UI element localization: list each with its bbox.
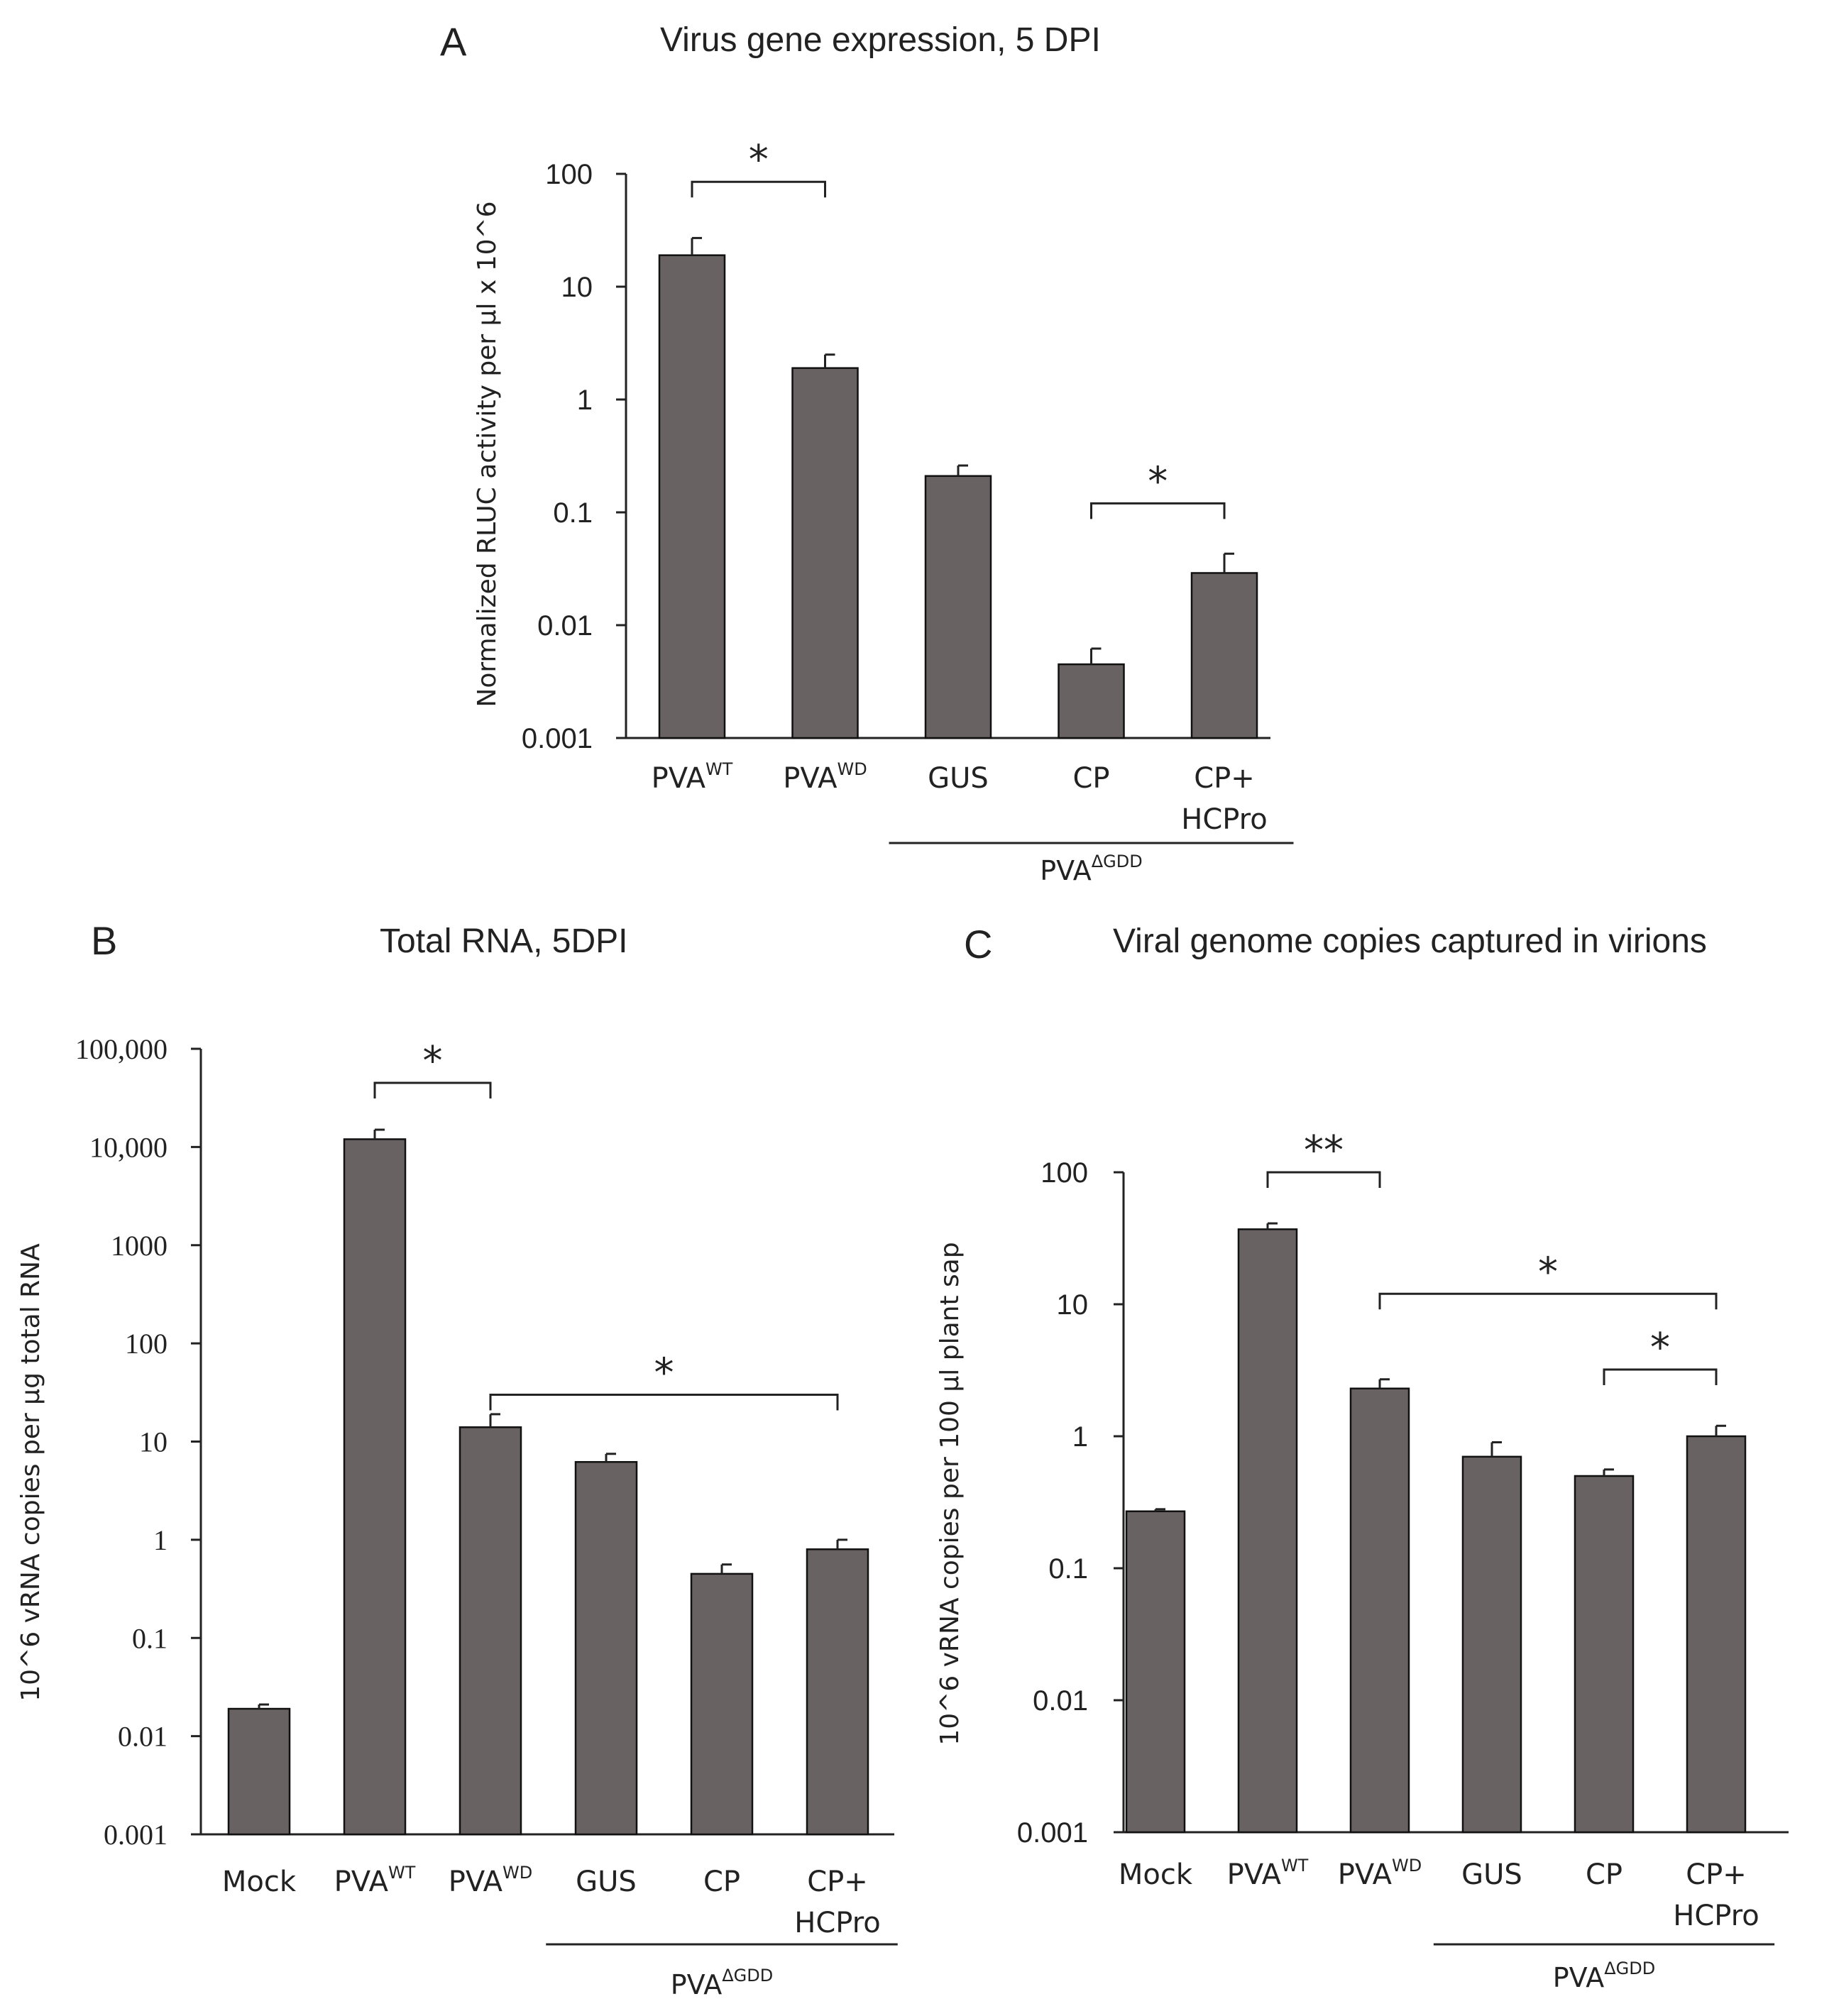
- panel-b-title: Total RNA, 5DPI: [380, 922, 627, 960]
- panel-b-y-tick-label: 1: [153, 1524, 168, 1556]
- panel-a-significance-label: *: [749, 137, 769, 183]
- panel-a-y-tick-label: 0.001: [522, 723, 593, 754]
- panel-b-x-tick-label-line2: HCPro: [794, 1907, 880, 1939]
- panel-c-title: Viral genome copies captured in virions: [1113, 922, 1707, 960]
- panel-c-letter: C: [964, 922, 992, 966]
- panel-c-y-tick-label: 0.001: [1017, 1817, 1088, 1849]
- panel-b-x-tick-label: PVAWT: [334, 1863, 416, 1898]
- panel-b-x-tick-label: CP: [703, 1866, 740, 1898]
- panel-c-y-tick-label: 1: [1072, 1421, 1088, 1453]
- panel-b-significance-label: *: [423, 1038, 443, 1084]
- panel-a-x-tick-label: CP+: [1194, 762, 1255, 795]
- panel-a-x-tick-label: PVAWT: [652, 759, 733, 795]
- panel-c-y-tick-label: 100: [1040, 1157, 1088, 1189]
- panel-a-y-tick-label: 0.01: [537, 610, 593, 641]
- panel-b-significance-bracket: [373, 1081, 492, 1098]
- panel-b-x-tick-label: GUS: [576, 1866, 637, 1898]
- panel-b-bar: [458, 1426, 522, 1836]
- panel-b-y-tick-label: 100: [125, 1328, 168, 1360]
- panel-c-significance-label: **: [1304, 1128, 1344, 1174]
- panel-c-y-tick-label: 10: [1057, 1289, 1089, 1321]
- panel-a-significance-label: *: [1148, 458, 1168, 505]
- panel-c: C Viral genome copies captured in virion…: [935, 922, 1789, 1993]
- panel-c-x-tick-label: GUS: [1461, 1858, 1522, 1891]
- panel-c-bar: [1125, 1510, 1186, 1834]
- panel-c-x-tick-label: CP: [1586, 1858, 1622, 1891]
- panel-c-bar: [1237, 1228, 1298, 1834]
- panel-b-letter: B: [91, 918, 117, 963]
- panel-c-significance-bracket: [1266, 1171, 1381, 1188]
- panel-a-y-axis-label: Normalized RLUC activity per µl x 10^6: [473, 201, 502, 707]
- panel-b-significance-bracket: [489, 1393, 839, 1411]
- panel-c-group-label: PVAΔGDD: [1553, 1959, 1655, 1993]
- panel-b-y-axis-label: 10^6 vRNA copies per µg total RNA: [16, 1243, 45, 1702]
- panel-b-y-tick-label: 0.1: [132, 1622, 168, 1654]
- panel-a-x-tick-label: PVAWD: [783, 759, 867, 795]
- panel-a-x-tick-label: GUS: [928, 762, 989, 795]
- panel-c-significance-label: *: [1650, 1325, 1670, 1371]
- panel-b-x-tick-label: CP+: [807, 1866, 868, 1898]
- panel-a-y-tick-label: 0.1: [553, 497, 593, 529]
- panel-b-y-tick-label: 0.001: [104, 1819, 168, 1851]
- panel-c-x-tick-label-line2: HCPro: [1673, 1900, 1759, 1932]
- panel-b-significance-label: *: [654, 1350, 674, 1396]
- panel-a-x-tick-label: CP: [1072, 762, 1109, 795]
- panel-b-group-label: PVAΔGDD: [671, 1966, 773, 2000]
- panel-b-bar: [343, 1138, 407, 1836]
- panel-c-y-axis-label: 10^6 vRNA copies per 100 µl plant sap: [935, 1242, 965, 1745]
- panel-a-x-tick-label-line2: HCPro: [1181, 803, 1267, 836]
- panel-b-x-tick-label: Mock: [222, 1866, 297, 1898]
- panel-a-significance-bracket: [1090, 502, 1226, 519]
- panel-c-x-tick-label: PVAWD: [1338, 1856, 1422, 1891]
- panel-b-bar: [690, 1572, 754, 1836]
- panel-c-x-tick-label: PVAWT: [1227, 1856, 1309, 1891]
- panel-c-y-tick-label: 0.01: [1033, 1685, 1088, 1717]
- panel-a-title: Virus gene expression, 5 DPI: [660, 21, 1101, 59]
- panel-a-significance-bracket: [691, 180, 826, 198]
- panel-b-y-tick-label: 100,000: [75, 1033, 168, 1065]
- panel-c-bar: [1461, 1455, 1522, 1834]
- panel-a-bar: [658, 254, 726, 739]
- panel-c-x-tick-label: Mock: [1119, 1858, 1193, 1891]
- panel-b-bar: [806, 1548, 869, 1836]
- panel-c-significance-bracket: [1603, 1368, 1718, 1386]
- panel-a-bar: [791, 367, 859, 739]
- panel-c-y-tick-label: 0.1: [1048, 1553, 1088, 1585]
- panel-a: A Virus gene expression, 5 DPI Normalize…: [440, 19, 1294, 886]
- panel-c-significance-label: *: [1538, 1249, 1558, 1295]
- panel-b: B Total RNA, 5DPI 10^6 vRNA copies per µ…: [16, 918, 898, 2000]
- panel-c-bar: [1574, 1475, 1635, 1834]
- panel-c-bar: [1686, 1435, 1747, 1834]
- panel-a-y-tick-label: 10: [561, 272, 593, 303]
- panel-b-x-tick-label: PVAWD: [449, 1863, 533, 1898]
- panel-b-y-tick-label: 1000: [111, 1230, 168, 1262]
- panel-b-bar: [227, 1707, 291, 1836]
- panel-b-bar: [574, 1460, 638, 1836]
- panel-a-y-tick-label: 1: [577, 385, 593, 416]
- panel-a-bar: [924, 475, 992, 739]
- panel-b-y-tick-label: 0.01: [118, 1721, 168, 1753]
- panel-c-x-tick-label: CP+: [1686, 1858, 1747, 1891]
- panel-b-y-tick-label: 10,000: [89, 1131, 168, 1163]
- panel-c-significance-bracket: [1378, 1292, 1718, 1310]
- panel-a-y-tick-label: 100: [545, 159, 593, 190]
- panel-a-bar: [1058, 663, 1125, 739]
- panel-a-group-label: PVAΔGDD: [1040, 852, 1142, 886]
- panel-c-bar: [1349, 1387, 1410, 1834]
- panel-a-letter: A: [440, 19, 467, 64]
- panel-b-y-tick-label: 10: [139, 1426, 168, 1458]
- panel-a-bar: [1190, 572, 1258, 739]
